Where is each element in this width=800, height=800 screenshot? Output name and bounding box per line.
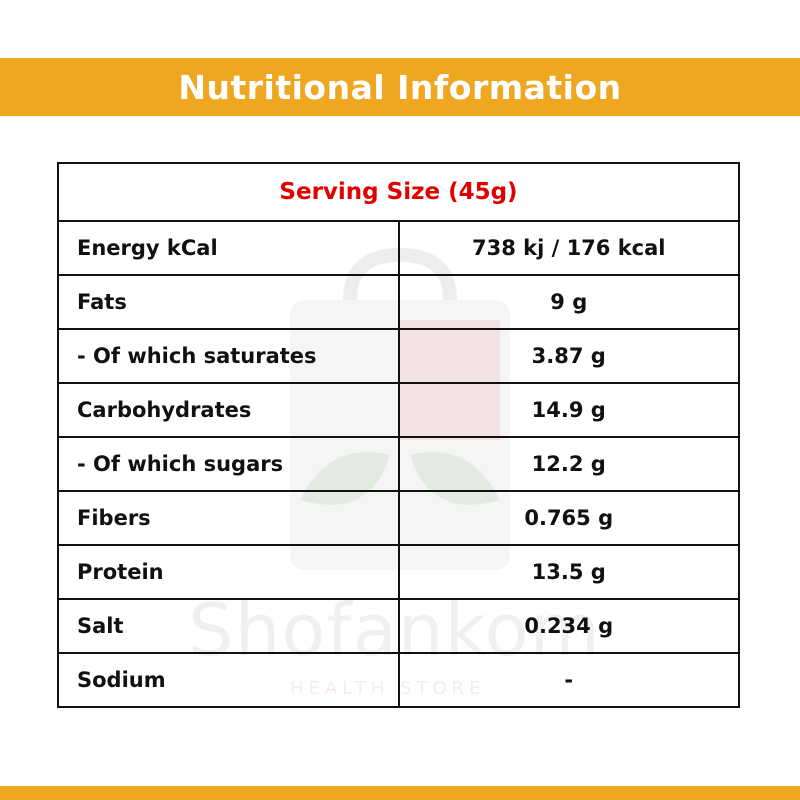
- serving-row: Serving Size (45g): [57, 162, 740, 222]
- row-label: Sodium: [57, 652, 400, 708]
- row-label: Salt: [57, 598, 400, 654]
- row-label: - Of which saturates: [57, 328, 400, 384]
- row-value: 0.234 g: [397, 598, 740, 654]
- row-label: Fats: [57, 274, 400, 330]
- table-row: Fats 9 g: [57, 274, 740, 330]
- row-label: - Of which sugars: [57, 436, 400, 492]
- row-value: 0.765 g: [397, 490, 740, 546]
- table-row: Energy kCal 738 kj / 176 kcal: [57, 220, 740, 276]
- table-row: - Of which saturates 3.87 g: [57, 328, 740, 384]
- page-title: Nutritional Information: [178, 67, 622, 107]
- row-label: Fibers: [57, 490, 400, 546]
- row-value: 9 g: [397, 274, 740, 330]
- row-value: -: [397, 652, 740, 708]
- row-label: Carbohydrates: [57, 382, 400, 438]
- nutrition-table: Serving Size (45g) Energy kCal 738 kj / …: [57, 162, 740, 708]
- bottom-accent-bar: [0, 786, 800, 800]
- row-label: Protein: [57, 544, 400, 600]
- table-row: Protein 13.5 g: [57, 544, 740, 600]
- row-value: 14.9 g: [397, 382, 740, 438]
- row-value: 12.2 g: [397, 436, 740, 492]
- row-value: 738 kj / 176 kcal: [397, 220, 740, 276]
- serving-size: Serving Size (45g): [57, 162, 740, 222]
- row-value: 13.5 g: [397, 544, 740, 600]
- table-row: Salt 0.234 g: [57, 598, 740, 654]
- table-row: Carbohydrates 14.9 g: [57, 382, 740, 438]
- table-row: Sodium -: [57, 652, 740, 708]
- table-row: Fibers 0.765 g: [57, 490, 740, 546]
- row-label: Energy kCal: [57, 220, 400, 276]
- row-value: 3.87 g: [397, 328, 740, 384]
- title-banner: Nutritional Information: [0, 58, 800, 116]
- table-row: - Of which sugars 12.2 g: [57, 436, 740, 492]
